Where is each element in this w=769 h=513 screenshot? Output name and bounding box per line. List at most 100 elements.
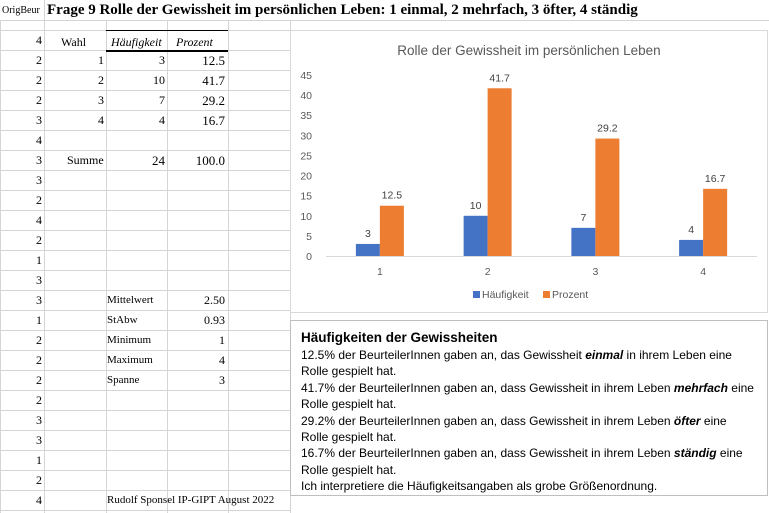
col-a-cell[interactable]: 4: [36, 493, 42, 507]
cell-wahl[interactable]: 4: [98, 113, 104, 127]
col-a-cell[interactable]: 1: [36, 253, 42, 267]
textbox-text: eine Rolle gespielt hat.: [301, 446, 743, 477]
data-label: 16.7: [705, 173, 726, 185]
y-tick-label: 5: [306, 231, 312, 243]
y-tick-label: 35: [300, 110, 312, 122]
y-tick-label: 30: [300, 130, 312, 142]
textbox-paragraph: 16.7% der BeurteilerInnen gaben an, dass…: [301, 445, 757, 478]
col-a-cell[interactable]: 4: [36, 33, 42, 47]
data-label: 4: [688, 224, 694, 236]
chart-title: Rolle der Gewissheit im persönlichen Leb…: [397, 43, 660, 58]
textbox-emphasis: ständig: [673, 446, 717, 461]
col-a-cell[interactable]: 3: [36, 293, 42, 307]
summary-textbox[interactable]: Häufigkeiten der Gewissheiten 12.5% der …: [290, 320, 768, 496]
summe-label[interactable]: Summe: [67, 153, 104, 167]
data-label: 10: [470, 200, 482, 212]
data-label: 29.2: [597, 123, 618, 135]
col-a-cell[interactable]: 2: [36, 93, 42, 107]
summe-haeufigkeit[interactable]: 24: [152, 153, 165, 168]
col-a-cell[interactable]: 3: [36, 173, 42, 187]
stat-value[interactable]: 2.50: [204, 293, 225, 307]
textbox-paragraph: Ich interpretiere die Häufigkeitsangaben…: [301, 478, 757, 494]
col-a-cell[interactable]: 2: [36, 193, 42, 207]
y-tick-label: 15: [300, 191, 312, 203]
textbox-emphasis: öfter: [673, 413, 701, 428]
col-a-cell[interactable]: 2: [36, 353, 42, 367]
cell-haeufigkeit[interactable]: 10: [153, 73, 165, 87]
header-wahl[interactable]: Wahl: [61, 35, 87, 49]
stat-value[interactable]: 3: [219, 373, 225, 387]
cell-wahl[interactable]: 2: [98, 73, 104, 87]
col-a-cell[interactable]: 1: [36, 453, 42, 467]
cell-haeufigkeit[interactable]: 3: [159, 53, 165, 67]
textbox-text: 12.5% der BeurteilerInnen gaben an, das …: [301, 348, 586, 362]
bar-prozent: [703, 188, 728, 256]
cell-prozent[interactable]: 12.5: [202, 53, 225, 68]
cell-haeufigkeit[interactable]: 4: [159, 113, 165, 127]
data-label: 12.5: [382, 190, 403, 202]
bar-prozent: [487, 88, 512, 256]
chart[interactable]: Rolle der Gewissheit im persönlichen Leb…: [290, 30, 768, 313]
textbox-text: 29.2% der BeurteilerInnen gaben an, dass…: [301, 413, 674, 428]
stat-label[interactable]: Mittelwert: [107, 294, 154, 306]
cell-wahl[interactable]: 3: [98, 93, 104, 107]
header-haeufigkeit[interactable]: Häufigkeit: [111, 35, 162, 49]
col-a-cell[interactable]: 4: [36, 213, 42, 227]
col-a-cell[interactable]: 3: [36, 113, 42, 127]
stat-label[interactable]: Spanne: [107, 374, 140, 386]
cell-prozent[interactable]: 16.7: [202, 113, 225, 128]
col-a-cell[interactable]: 2: [36, 73, 42, 87]
cell-prozent[interactable]: 29.2: [202, 93, 225, 108]
stat-value[interactable]: 1: [219, 333, 225, 347]
textbox-emphasis: einmal: [585, 348, 624, 362]
textbox-heading: Häufigkeiten der Gewissheiten: [301, 330, 498, 345]
textbox-text: in ihrem Leben eine Rolle gespielt hat.: [301, 348, 732, 379]
stat-label[interactable]: StAbw: [107, 314, 138, 326]
cell-haeufigkeit[interactable]: 7: [159, 93, 165, 107]
x-tick-label: 4: [700, 266, 706, 278]
y-tick-label: 25: [300, 150, 312, 162]
x-tick-label: 3: [592, 266, 598, 278]
cell-origbeur[interactable]: OrigBeur: [2, 5, 40, 16]
stat-value[interactable]: 0.93: [204, 313, 225, 327]
data-label: 3: [365, 228, 371, 240]
bar-prozent: [595, 138, 620, 256]
bar-haeufigkeit: [355, 243, 380, 256]
stat-label[interactable]: Minimum: [107, 334, 152, 346]
stat-value[interactable]: 4: [219, 353, 225, 367]
textbox-text: 41.7% der BeurteilerInnen gaben an, dass…: [301, 380, 674, 395]
x-tick-label: 1: [377, 266, 383, 278]
col-a-cell[interactable]: 2: [36, 373, 42, 387]
legend-label: Häufigkeit: [482, 289, 529, 301]
col-a-cell[interactable]: 3: [36, 153, 42, 167]
sheet-title[interactable]: Frage 9 Rolle der Gewissheit im persönli…: [47, 2, 638, 18]
textbox-text: eine Rolle gespielt hat.: [301, 413, 727, 445]
bar-prozent: [379, 205, 404, 256]
col-a-cell[interactable]: 2: [36, 333, 42, 347]
textbox-lines: 12.5% der BeurteilerInnen gaben an, das …: [301, 347, 757, 495]
y-tick-label: 20: [300, 171, 312, 183]
bar-haeufigkeit: [679, 239, 704, 256]
stat-label[interactable]: Maximum: [107, 354, 153, 366]
cell-prozent[interactable]: 41.7: [202, 73, 225, 88]
cell-wahl[interactable]: 1: [98, 53, 104, 67]
col-a-cell[interactable]: 2: [36, 473, 42, 487]
legend-swatch: [543, 291, 550, 298]
col-a-cell[interactable]: 3: [36, 413, 42, 427]
col-a-cell[interactable]: 2: [36, 393, 42, 407]
textbox-text: Ich interpretiere die Häufigkeitsangaben…: [301, 479, 658, 494]
col-a-cell[interactable]: 3: [36, 433, 42, 447]
col-a-cell[interactable]: 2: [36, 233, 42, 247]
header-prozent[interactable]: Prozent: [176, 35, 213, 49]
col-a-cell[interactable]: 1: [36, 313, 42, 327]
footer-credit[interactable]: Rudolf Sponsel IP-GIPT August 2022: [107, 494, 275, 506]
textbox-paragraph: 12.5% der BeurteilerInnen gaben an, das …: [301, 347, 757, 380]
bar-haeufigkeit: [463, 215, 488, 256]
col-a-cell[interactable]: 2: [36, 53, 42, 67]
y-tick-label: 10: [300, 211, 312, 223]
chart-svg: Rolle der Gewissheit im persönlichen Leb…: [300, 43, 757, 301]
y-tick-label: 40: [300, 90, 312, 102]
summe-prozent[interactable]: 100.0: [195, 153, 225, 168]
col-a-cell[interactable]: 4: [36, 133, 42, 147]
col-a-cell[interactable]: 3: [36, 273, 42, 287]
